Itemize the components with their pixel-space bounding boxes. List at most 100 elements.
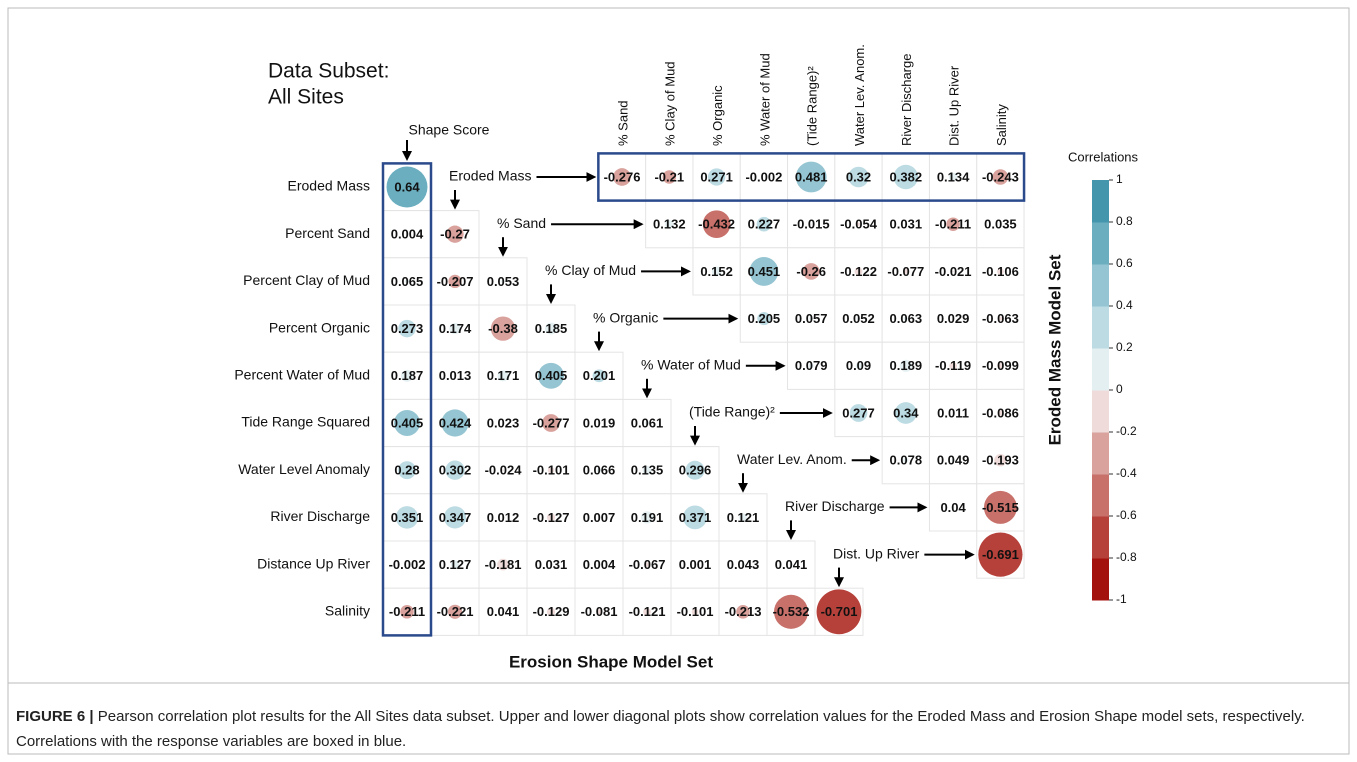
value-label: 0.371	[679, 510, 712, 525]
value-label: 0.171	[487, 368, 520, 383]
row-label: Water Level Anomaly	[238, 461, 370, 477]
correlation-circle	[448, 274, 462, 289]
row-label: Percent Clay of Mud	[243, 272, 370, 288]
value-label: -0.024	[485, 463, 523, 478]
value-label: 0.011	[937, 405, 969, 420]
correlation-circle	[998, 316, 1003, 321]
y2-axis-title: Eroded Mass Model Set	[1045, 254, 1064, 445]
value-label: 0.127	[439, 557, 472, 572]
correlation-circle	[683, 505, 707, 530]
diagonal-label: River Discharge	[785, 498, 885, 514]
column-label: River Discharge	[899, 54, 914, 146]
shape-label: Shape Score	[409, 122, 490, 138]
correlation-circle	[749, 256, 779, 286]
correlation-circle	[450, 560, 460, 569]
value-label: -0.532	[773, 604, 810, 619]
correlation-circle	[849, 404, 868, 422]
value-label: -0.015	[793, 217, 830, 232]
correlation-circle	[644, 562, 650, 567]
correlation-circle	[691, 608, 699, 616]
value-label: 0.043	[727, 557, 760, 572]
column-label: % Sand	[615, 100, 630, 146]
value-label: 0.013	[439, 368, 472, 383]
column-label: % Water of Mud	[757, 53, 772, 146]
value-label: -0.432	[698, 217, 735, 232]
correlation-circle	[550, 563, 552, 566]
correlation-circle	[997, 410, 1004, 416]
value-label: -0.213	[725, 604, 762, 619]
value-label: 0.078	[890, 453, 923, 468]
correlation-circle	[398, 319, 416, 338]
colorbar-segment	[1092, 180, 1109, 223]
row-label: River Discharge	[270, 508, 370, 524]
value-label: -0.099	[982, 358, 1019, 373]
diagonal-label: % Water of Mud	[641, 357, 741, 373]
value-label: -0.121	[629, 604, 666, 619]
value-label: 0.481	[795, 169, 828, 184]
correlation-circle	[856, 222, 861, 226]
value-label: 0.191	[631, 510, 664, 525]
correlation-circle	[613, 168, 631, 186]
correlation-circle	[502, 517, 504, 518]
correlation-circle	[736, 604, 750, 619]
value-label: 0.029	[937, 311, 970, 326]
correlation-circle	[394, 410, 420, 436]
colorbar-tick-label: -0.6	[1116, 508, 1137, 522]
correlation-circle	[449, 323, 461, 335]
correlation-circle	[756, 216, 772, 232]
correlation-circle	[702, 210, 731, 239]
value-label: -0.515	[982, 500, 1019, 515]
column-label: Water Lev. Anom.	[852, 44, 867, 146]
correlation-circle	[741, 563, 745, 566]
value-label: 0.061	[631, 415, 664, 430]
value-label: -0.221	[437, 604, 474, 619]
correlation-circle	[855, 362, 862, 369]
colorbar-tick-label: 0.2	[1116, 340, 1133, 354]
colorbar-tick-label: -1	[1116, 592, 1127, 606]
correlation-circle	[404, 279, 410, 284]
correlation-circle	[802, 263, 820, 280]
correlation-circle	[592, 369, 606, 383]
value-label: -0.063	[982, 311, 1019, 326]
value-label: 0.451	[748, 264, 781, 279]
colorbar-tick-label: 0.8	[1116, 214, 1133, 228]
row-label: Salinity	[325, 603, 370, 619]
colorbar-tick-label: 0	[1116, 382, 1123, 396]
value-label: -0.101	[533, 463, 570, 478]
value-label: 0.189	[890, 358, 923, 373]
correlation-circle	[997, 362, 1004, 369]
value-label: 0.271	[700, 169, 733, 184]
value-label: -0.021	[935, 264, 972, 279]
correlation-circle	[645, 421, 649, 425]
correlation-circle	[546, 607, 556, 616]
value-label: -0.691	[982, 547, 1019, 562]
value-label: 0.405	[535, 368, 568, 383]
correlation-circle	[538, 362, 564, 389]
value-label: -0.207	[437, 274, 474, 289]
value-label: -0.081	[581, 604, 618, 619]
value-label: -0.193	[982, 453, 1019, 468]
value-label: 0.053	[487, 274, 520, 289]
correlation-circle	[903, 268, 909, 274]
caption: FIGURE 6 | Pearson correlation plot resu…	[16, 704, 1336, 754]
correlation-circle	[501, 279, 505, 284]
value-label: 0.302	[439, 463, 472, 478]
value-label: 0.066	[583, 463, 616, 478]
colorbar-segment	[1092, 390, 1109, 433]
value-label: 0.035	[984, 217, 1017, 232]
value-label: 0.424	[439, 415, 472, 430]
value-label: 0.28	[394, 463, 419, 478]
value-label: 0.132	[653, 217, 686, 232]
value-label: 0.174	[439, 321, 472, 336]
value-label: 0.277	[842, 405, 875, 420]
value-label: -0.002	[389, 557, 426, 572]
highlight-box	[597, 152, 1026, 202]
value-label: 0.031	[890, 217, 923, 232]
row-label: Tide Range Squared	[241, 414, 370, 430]
colorbar-segment	[1092, 222, 1109, 265]
correlation-circle	[401, 369, 413, 382]
correlation-circle	[445, 460, 465, 480]
value-label: -0.101	[677, 604, 714, 619]
